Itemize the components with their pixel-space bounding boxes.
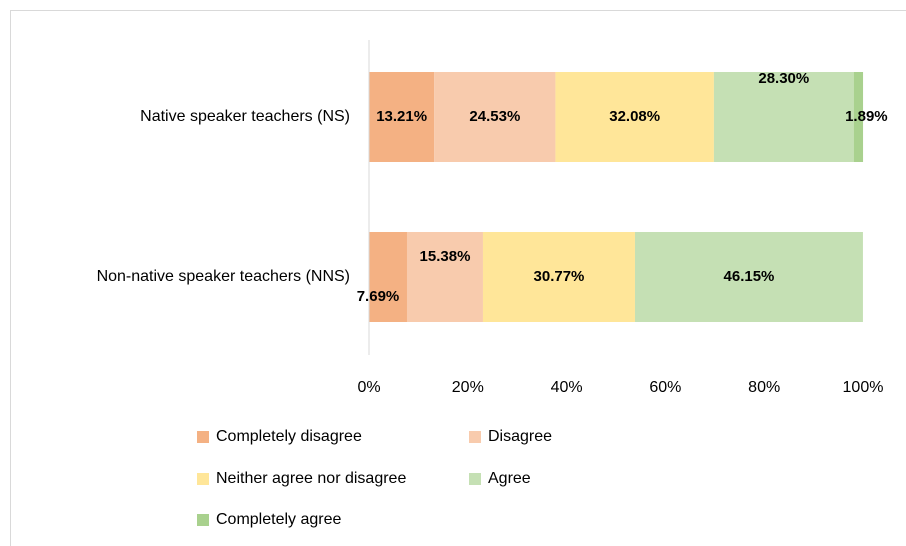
bar-segment <box>369 72 435 162</box>
data-label: 30.77% <box>534 268 585 285</box>
x-tick-label: 40% <box>551 379 583 396</box>
data-label: 46.15% <box>724 268 775 285</box>
bar-segment <box>555 72 714 162</box>
legend-swatch <box>197 514 209 526</box>
legend-label: Agree <box>488 470 531 487</box>
x-tick-label: 100% <box>843 379 884 396</box>
x-tick-label: 60% <box>649 379 681 396</box>
bar-segment <box>482 232 635 322</box>
legend-label: Neither agree nor disagree <box>216 470 406 487</box>
data-label: 24.53% <box>469 108 520 125</box>
legend-swatch <box>197 473 209 485</box>
legend-label: Completely agree <box>216 511 342 528</box>
bar-segment <box>713 72 854 162</box>
data-label: 28.30% <box>758 70 809 87</box>
bar-segment <box>369 232 407 322</box>
bar-segment <box>406 232 483 322</box>
legend-swatch <box>197 431 209 443</box>
x-tick-label: 80% <box>748 379 780 396</box>
legend-label: Completely disagree <box>216 428 362 445</box>
x-tick-label: 20% <box>452 379 484 396</box>
bar-segment <box>853 72 864 162</box>
legend-swatch <box>469 431 481 443</box>
data-label: 7.69% <box>357 288 400 305</box>
bar-segment <box>634 232 863 322</box>
x-tick-label: 0% <box>357 379 380 396</box>
chart-border <box>10 10 906 546</box>
bar-segment <box>434 72 556 162</box>
data-label: 1.89% <box>845 108 888 125</box>
data-label: 13.21% <box>376 108 427 125</box>
category-label: Native speaker teachers (NS) <box>140 108 350 125</box>
legend-swatch <box>469 473 481 485</box>
legend-label: Disagree <box>488 428 552 445</box>
category-label: Non-native speaker teachers (NNS) <box>97 268 350 285</box>
data-label: 15.38% <box>420 248 471 265</box>
data-label: 32.08% <box>609 108 660 125</box>
